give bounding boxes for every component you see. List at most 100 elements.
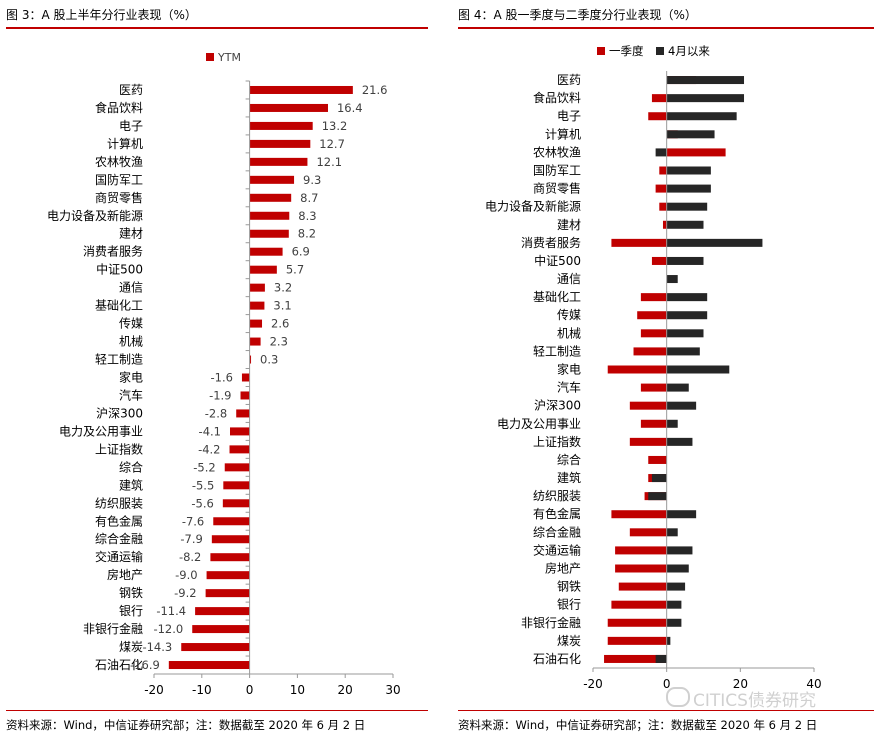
bar-q1 (604, 654, 667, 663)
bar-since-april (655, 654, 667, 663)
bar-q1 (648, 455, 667, 464)
value-label: -1.6 (210, 371, 232, 385)
value-label: 6.9 (292, 245, 310, 259)
bar-since-april (666, 600, 682, 609)
category-label: 石油石化 (95, 658, 143, 672)
category-label: 综合金融 (95, 531, 143, 546)
category-label: 房地产 (545, 561, 581, 576)
category-label: 纺织服装 (95, 496, 143, 510)
bar (249, 229, 289, 238)
bar (249, 85, 353, 94)
value-label: -9.0 (175, 568, 197, 582)
category-label: 中证500 (96, 262, 143, 277)
x-tick-label: 0 (663, 677, 671, 691)
bar-q1 (655, 184, 667, 193)
category-label: 钢铁 (557, 580, 581, 594)
left-footnote-rule (6, 710, 428, 711)
value-label: 2.6 (271, 317, 289, 331)
bar (205, 589, 250, 598)
category-label: 家电 (119, 370, 143, 385)
left-title-rule (6, 27, 428, 29)
category-label: 国防军工 (95, 172, 143, 187)
bar (249, 355, 252, 364)
bar (249, 211, 290, 220)
bar (249, 265, 277, 274)
x-tick-label: 10 (290, 683, 305, 697)
x-tick-label: 20 (338, 683, 353, 697)
bar (181, 643, 250, 652)
value-label: 16.4 (337, 101, 363, 115)
bar-since-april (666, 582, 686, 591)
category-label: 钢铁 (119, 586, 143, 600)
bar-q1 (640, 419, 667, 428)
bar-q1 (659, 202, 667, 211)
category-label: 煤炭 (119, 640, 143, 654)
category-label: 银行 (119, 604, 143, 618)
category-label: 有色金属 (95, 513, 143, 528)
value-label: -5.2 (193, 460, 215, 474)
bar (213, 517, 250, 526)
category-label: 交通运输 (95, 549, 143, 564)
category-label: 计算机 (545, 126, 581, 141)
legend-swatch-ytm (206, 53, 214, 61)
category-label: 消费者服务 (83, 244, 143, 259)
bar-since-april (666, 275, 678, 284)
category-label: 沪深300 (534, 399, 581, 413)
category-label: 沪深300 (96, 406, 143, 420)
bar (249, 121, 313, 130)
bar-since-april (666, 94, 745, 103)
bar (168, 661, 250, 670)
category-label: 商贸零售 (533, 181, 581, 196)
category-label: 家电 (557, 362, 581, 377)
bar-q1 (640, 383, 667, 392)
bar-since-april (666, 618, 682, 627)
value-label: -11.4 (156, 604, 186, 618)
category-label: 国防军工 (533, 163, 581, 178)
category-label: 农林牧渔 (95, 155, 143, 169)
category-label: 综合金融 (533, 524, 581, 539)
category-label: 中证500 (534, 253, 581, 268)
category-label: 建材 (119, 227, 143, 241)
category-label: 基础化工 (533, 290, 581, 304)
bar-since-april (655, 148, 667, 157)
bar-q1 (629, 401, 667, 410)
value-label: 8.3 (298, 209, 316, 223)
category-label: 煤炭 (557, 634, 581, 648)
category-label: 纺织服装 (533, 489, 581, 503)
legend-label-since-april: 4月以来 (668, 44, 710, 58)
bar-since-april (666, 528, 678, 537)
bar-q1 (640, 293, 667, 302)
right-title-rule (458, 27, 874, 29)
legend-swatch-q1 (597, 47, 605, 55)
value-label: -5.5 (192, 478, 214, 492)
bar (195, 607, 250, 616)
bar (210, 553, 250, 562)
bar-since-april (666, 546, 693, 555)
category-label: 食品饮料 (95, 100, 143, 115)
value-label: -14.3 (142, 640, 172, 654)
bar-since-april (666, 383, 689, 392)
category-label: 商贸零售 (95, 190, 143, 205)
bar (222, 499, 250, 508)
category-label: 计算机 (107, 136, 143, 151)
bar (229, 445, 250, 454)
bar-since-april (666, 112, 737, 121)
bar-since-april (666, 166, 711, 175)
value-label: -16.9 (130, 658, 160, 672)
bar-q1 (615, 564, 667, 573)
x-tick-label: 40 (806, 677, 821, 691)
bar (240, 391, 250, 400)
bar (249, 337, 261, 346)
category-label: 建材 (557, 218, 581, 232)
bar-since-april (666, 256, 704, 265)
category-label: 电力设备及新能源 (47, 208, 143, 223)
bar-since-april (648, 492, 667, 501)
category-label: 通信 (119, 281, 143, 295)
category-label: 基础化工 (95, 299, 143, 313)
bar-since-april (666, 238, 763, 247)
bar-q1 (629, 528, 667, 537)
wechat-icon (666, 687, 690, 707)
x-tick-label: 0 (246, 683, 254, 697)
bar (249, 193, 292, 202)
bar-q1 (633, 347, 667, 356)
